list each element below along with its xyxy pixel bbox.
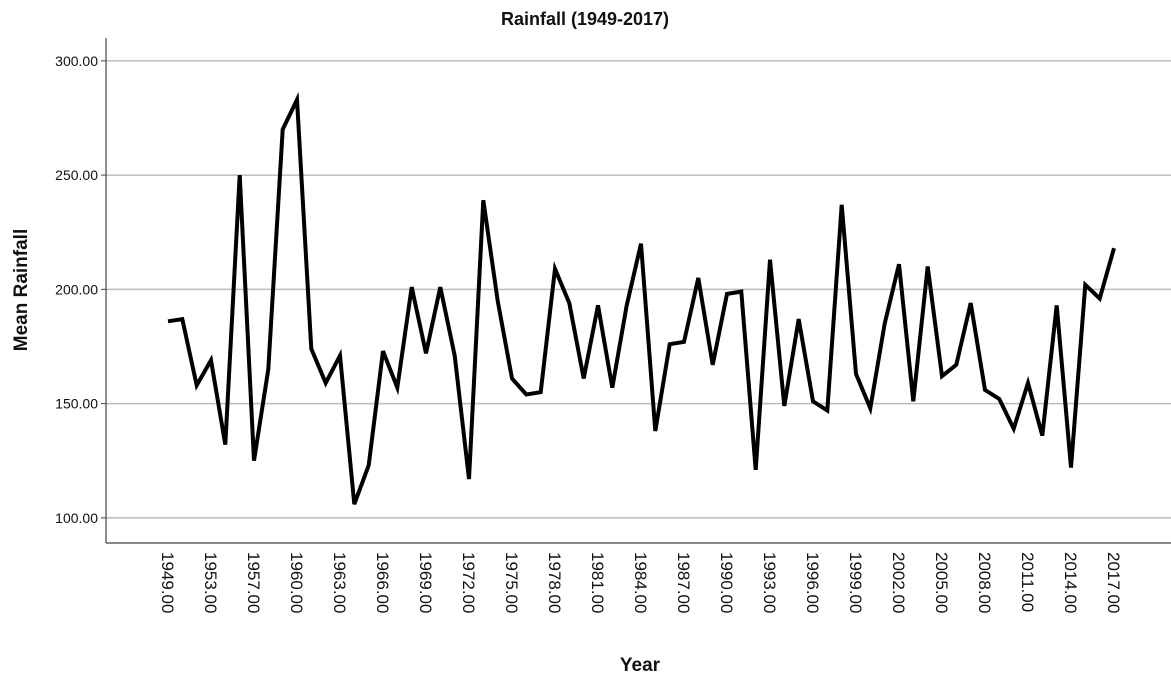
x-tick-label: 1963.00 [330,552,349,613]
x-tick-label: 2008.00 [975,552,994,613]
x-tick-label: 1975.00 [502,552,521,613]
y-tick-label: 250.00 [55,167,98,183]
y-tick-label: 100.00 [55,510,98,526]
x-tick-label: 1972.00 [459,552,478,613]
x-tick-label: 1978.00 [545,552,564,613]
x-tick-label: 1987.00 [674,552,693,613]
x-tick-label: 2011.00 [1018,552,1037,612]
line [167,91,1116,505]
x-tick-label: 2014.00 [1061,552,1080,613]
x-tick-label: 1957.00 [244,552,263,613]
y-axis-label: Mean Rainfall [11,229,32,351]
y-tick-label: 200.00 [55,281,98,297]
y-tick-label: 150.00 [55,396,98,412]
x-tick-label: 2017.00 [1104,552,1123,613]
x-tick-label: 1953.00 [201,552,220,613]
x-tick-label: 1999.00 [846,552,865,613]
chart-title: Rainfall (1949-2017) [501,9,669,29]
x-tick-label: 1949.00 [158,552,177,613]
x-tick-label: 2005.00 [932,552,951,613]
x-tick-label: 2002.00 [889,552,908,613]
x-tick-label: 1969.00 [416,552,435,613]
x-tick-label: 1990.00 [717,552,736,613]
x-tick-label: 1984.00 [631,552,650,613]
x-axis-label: Year [620,655,661,676]
x-tick-label: 1996.00 [803,552,822,613]
x-tick-label: 1981.00 [588,552,607,613]
x-tick-label: 1960.00 [287,552,306,613]
x-tick-label: 1966.00 [373,552,392,613]
y-tick-label: 300.00 [55,53,98,69]
x-tick-label: 1993.00 [760,552,779,613]
